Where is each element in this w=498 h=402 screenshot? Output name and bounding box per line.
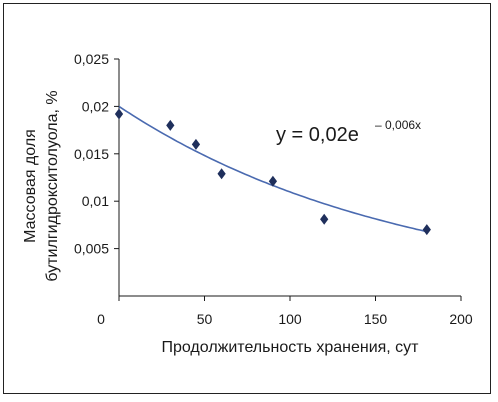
x-tick-label: 50 <box>197 311 213 327</box>
ticks: 0,005 0,01 0,015 0,02 0,025 0 50 100 150 200 <box>74 51 473 327</box>
y-tick-label: 0,025 <box>74 51 109 67</box>
x-tick-label: 100 <box>278 311 302 327</box>
x-tick-label: 150 <box>364 311 388 327</box>
y-axis-label-line1: Массовая доля <box>22 129 39 243</box>
trendline-equation-base: y = 0,02e <box>276 124 359 146</box>
data-points <box>114 108 431 236</box>
chart-frame <box>3 3 491 394</box>
y-axis-label-line2: бутилгидрокситолуола, % <box>44 90 61 281</box>
data-point <box>422 224 431 236</box>
data-point <box>166 119 175 131</box>
trendline-equation-exponent: – 0,006x <box>375 118 421 132</box>
data-point <box>320 213 329 225</box>
axes <box>118 59 461 297</box>
data-point <box>217 168 226 180</box>
y-tick-label: 0,02 <box>82 98 109 114</box>
data-point <box>268 175 278 187</box>
y-tick-label: 0,015 <box>74 146 109 162</box>
y-tick-label: 0,005 <box>74 241 109 257</box>
y-tick-label: 0,01 <box>82 193 109 209</box>
data-point <box>114 108 124 120</box>
trendline-equation: y = 0,02e <box>276 124 359 146</box>
x-tick-label: 200 <box>449 311 473 327</box>
x-tick-label: 0 <box>97 311 105 327</box>
data-point <box>191 138 201 150</box>
x-axis-label: Продолжительность хранения, сут <box>161 339 419 356</box>
